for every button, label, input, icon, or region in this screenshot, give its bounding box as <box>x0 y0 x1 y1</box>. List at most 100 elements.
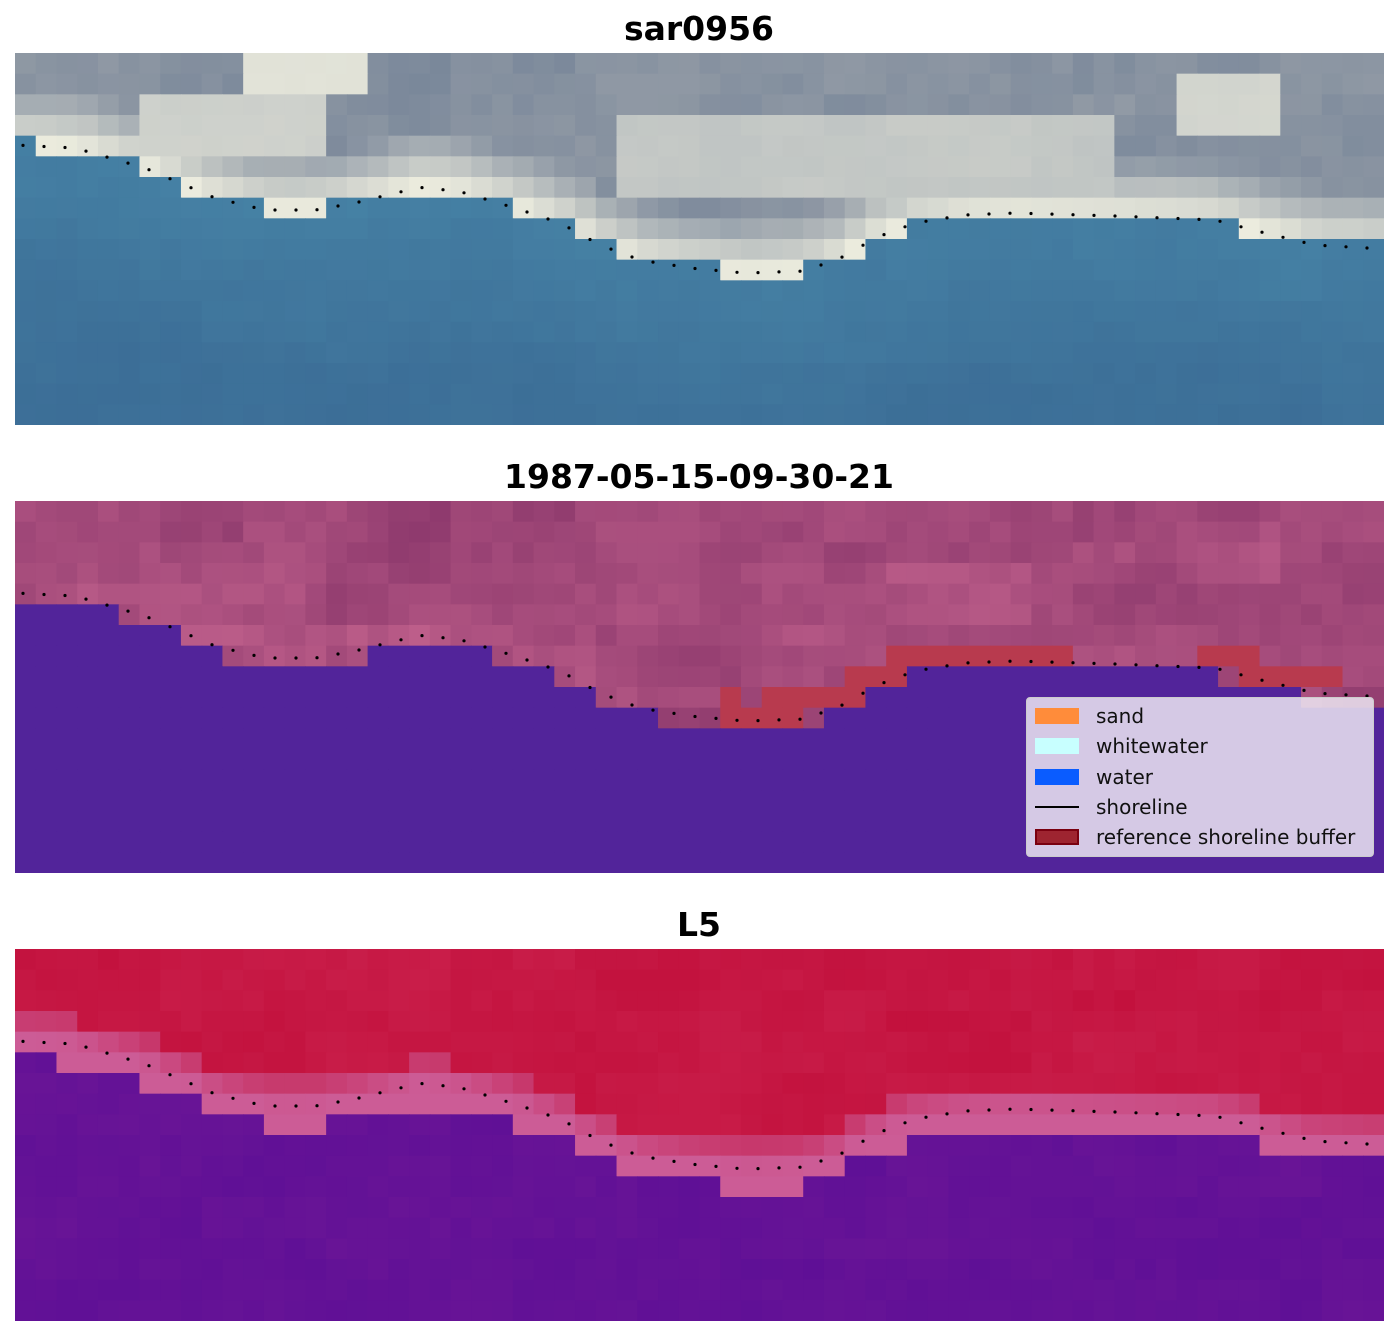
legend-item-water: water <box>1035 765 1153 789</box>
shoreline-point <box>1239 673 1243 677</box>
shoreline-point <box>819 1159 823 1163</box>
legend-label-water: water <box>1096 765 1153 789</box>
legend-item-shoreline: shoreline <box>1035 795 1188 819</box>
shoreline-point <box>924 1115 928 1119</box>
shoreline-point <box>504 1099 508 1103</box>
shoreline-point <box>294 208 298 212</box>
shoreline-point <box>210 643 214 647</box>
shoreline-point <box>903 1121 907 1125</box>
shoreline-point <box>609 1143 613 1147</box>
shoreline-point <box>1323 244 1327 248</box>
rgb-image-panel <box>15 53 1384 425</box>
shoreline-point <box>819 711 823 715</box>
shoreline-point <box>1113 662 1117 666</box>
panel-title-rgb: sar0956 <box>623 9 775 48</box>
index-image-panel <box>15 949 1384 1321</box>
shoreline-point <box>1260 678 1264 682</box>
shoreline-point <box>126 161 130 165</box>
whitewater-swatch <box>1035 738 1079 754</box>
shoreline-point <box>399 638 403 642</box>
shoreline-point <box>294 656 298 660</box>
shoreline-point <box>1302 688 1306 692</box>
shoreline-point <box>462 191 466 195</box>
shoreline-point <box>861 243 865 247</box>
shoreline-point <box>756 719 760 723</box>
shoreline-point <box>273 656 277 660</box>
shoreline-point <box>63 593 67 598</box>
shoreline-point <box>567 674 571 678</box>
shoreline-point <box>483 1093 487 1097</box>
shoreline-point <box>252 653 256 657</box>
legend-label-reference-buffer: reference shoreline buffer <box>1096 825 1356 849</box>
shoreline-point <box>714 716 718 720</box>
shoreline-point <box>777 270 781 274</box>
shoreline-point <box>1134 663 1138 667</box>
legend-label-whitewater: whitewater <box>1096 734 1208 758</box>
index-image-pixels <box>15 949 1384 1321</box>
shoreline-point <box>399 190 403 194</box>
shoreline-point <box>777 1166 781 1170</box>
shoreline-point <box>1344 693 1348 697</box>
shoreline-point <box>588 1133 592 1138</box>
shoreline-point <box>441 636 445 640</box>
shoreline-point <box>357 648 361 652</box>
shoreline-point <box>987 212 991 216</box>
shoreline-point <box>420 634 424 638</box>
shoreline-point <box>168 1073 172 1077</box>
shoreline-point <box>126 1057 130 1061</box>
shoreline-point <box>42 144 46 149</box>
shoreline-point <box>378 195 382 199</box>
shoreline-point <box>1176 664 1180 669</box>
shoreline-point <box>525 210 529 214</box>
shoreline-point <box>1281 235 1285 239</box>
shoreline-point <box>819 263 823 267</box>
shoreline-point <box>336 1100 340 1104</box>
shoreline-point <box>735 270 739 274</box>
shoreline-point <box>567 1122 571 1126</box>
shoreline-point <box>210 195 214 199</box>
shoreline-point <box>546 665 550 669</box>
shoreline-point <box>273 1104 277 1108</box>
panel-title-index: L5 <box>677 905 721 944</box>
shoreline-point <box>42 592 46 597</box>
shoreline-point <box>1134 215 1138 219</box>
shoreline-point <box>1071 213 1075 217</box>
shoreline-point <box>105 155 109 159</box>
shoreline-point <box>651 260 655 264</box>
shoreline-point <box>462 639 466 643</box>
shoreline-point <box>105 603 109 607</box>
shoreline-point <box>987 1108 991 1112</box>
shoreline-point <box>798 269 802 273</box>
shoreline-point <box>189 186 193 190</box>
shoreline-point <box>735 718 739 722</box>
shoreline-point <box>609 695 613 699</box>
shoreline-point <box>1344 1141 1348 1145</box>
shoreline-point <box>63 145 67 150</box>
shoreline-point <box>378 1091 382 1095</box>
shoreline-point <box>84 597 88 601</box>
shoreline-point <box>189 1082 193 1086</box>
shoreline-point <box>1092 213 1096 217</box>
shoreline-point <box>861 1139 865 1143</box>
shoreline-point <box>1050 1108 1054 1112</box>
shoreline-point <box>987 660 991 664</box>
shoreline-point <box>21 591 25 595</box>
shoreline-point <box>798 1165 802 1169</box>
shoreline-point <box>462 1087 466 1091</box>
shoreline-point <box>672 1159 676 1163</box>
shoreline-point <box>588 237 592 242</box>
shoreline-point <box>651 1156 655 1160</box>
shoreline-point <box>693 714 697 719</box>
shoreline-point <box>378 643 382 647</box>
shoreline-point <box>1155 1112 1159 1116</box>
shoreline-point <box>672 263 676 267</box>
shoreline-point <box>1008 211 1012 215</box>
shoreline-point <box>966 1109 970 1113</box>
shoreline-point <box>1197 665 1201 669</box>
shoreline-point <box>504 651 508 655</box>
shoreline-point <box>882 233 886 237</box>
shoreline-point <box>1155 216 1159 220</box>
shoreline-point <box>1218 667 1222 671</box>
shoreline-point <box>882 1129 886 1133</box>
shoreline-point <box>189 634 193 638</box>
